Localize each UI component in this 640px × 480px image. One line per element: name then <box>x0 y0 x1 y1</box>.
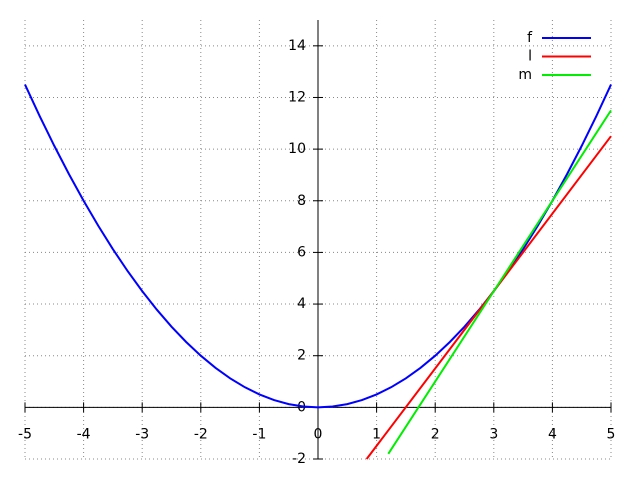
x-tick-label: -1 <box>252 426 266 442</box>
x-tick-label: 4 <box>548 426 557 442</box>
line <box>387 109 612 455</box>
y-tick-label: 14 <box>288 38 306 54</box>
y-tick-label: 12 <box>288 89 306 105</box>
legend-label: f <box>527 30 533 46</box>
y-tick-label: 6 <box>297 244 306 260</box>
y-tick-label: 4 <box>297 296 306 312</box>
x-tick-label: 2 <box>431 426 440 442</box>
x-tick-label: -5 <box>18 426 32 442</box>
x-tick-label: 1 <box>372 426 381 442</box>
y-tick-label: 2 <box>297 348 306 364</box>
legend-label: m <box>518 67 532 83</box>
x-tick-label: 5 <box>607 426 616 442</box>
x-tick-label: -3 <box>135 426 149 442</box>
y-tick-label: 10 <box>288 141 306 157</box>
y-tick-label: -2 <box>292 451 306 467</box>
legend-label: l <box>528 49 532 65</box>
x-tick-label: -2 <box>194 426 208 442</box>
x-tick-label: -4 <box>77 426 91 442</box>
y-tick-label: 8 <box>297 193 306 209</box>
x-tick-label: 3 <box>489 426 498 442</box>
